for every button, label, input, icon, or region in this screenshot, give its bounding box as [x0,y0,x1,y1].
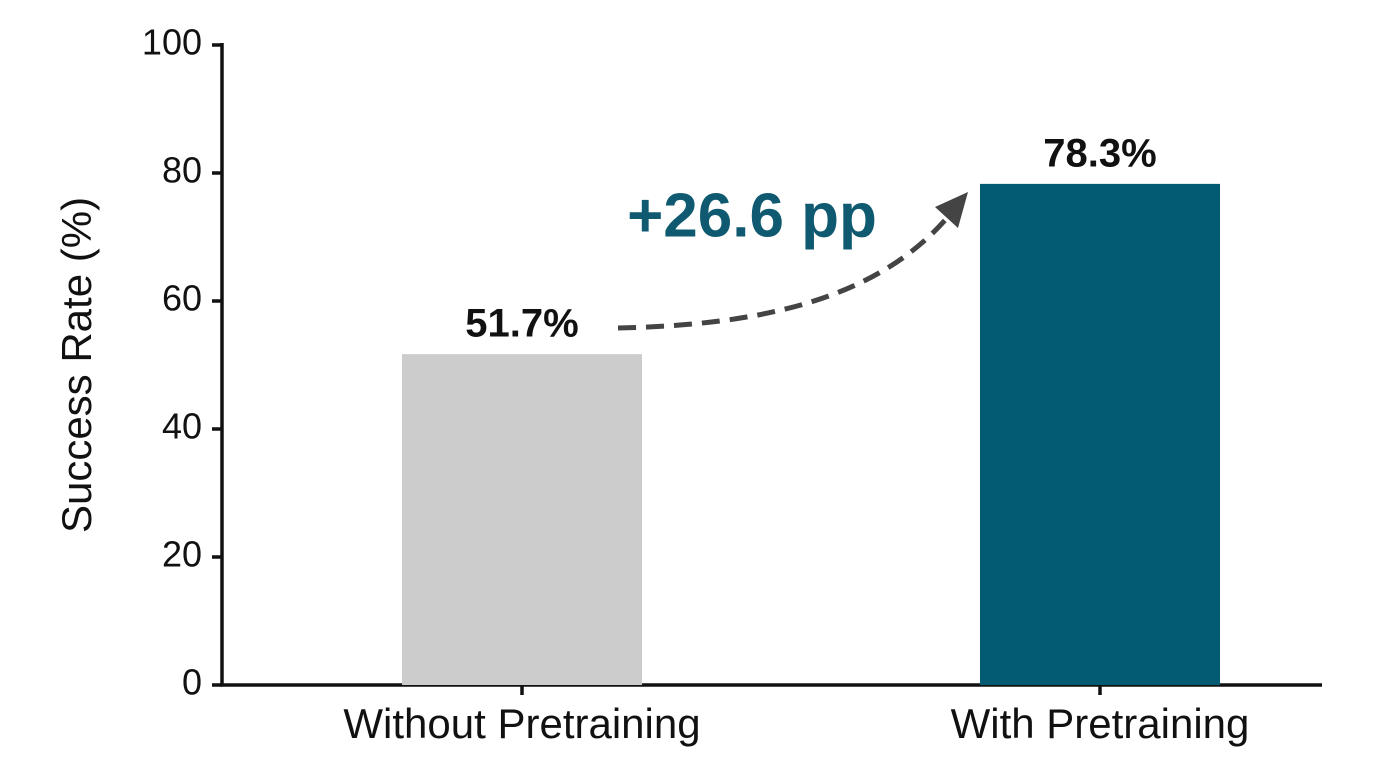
arrow-head [935,192,968,228]
value-label: 51.7% [465,302,578,346]
y-tick-label: 40 [162,406,202,447]
arrow [617,210,954,331]
bar [402,354,642,685]
y-tick-label: 100 [142,22,202,63]
y-tick-label: 60 [162,278,202,319]
x-tick-label: Without Pretraining [343,700,700,747]
y-tick-label: 0 [182,662,202,703]
x-tick-label: With Pretraining [951,700,1250,747]
value-label: 78.3% [1043,131,1156,175]
y-axis-label: Success Rate (%) [53,197,100,533]
annotation: +26.6 pp [627,181,877,250]
y-tick-label: 80 [162,150,202,191]
bar [980,183,1220,685]
y-tick-label: 20 [162,534,202,575]
